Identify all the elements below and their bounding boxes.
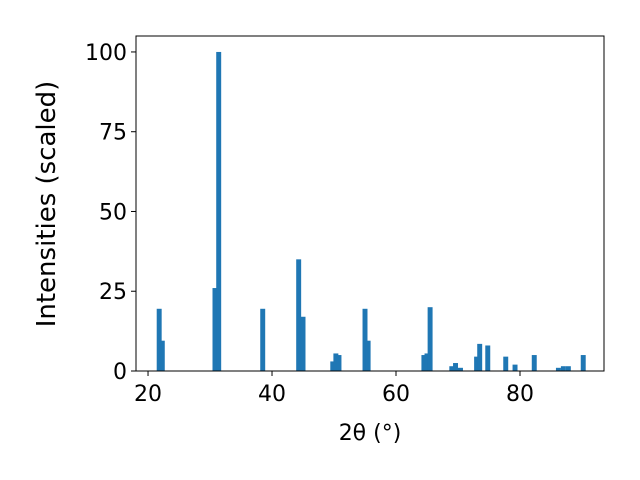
- bar: [555, 367, 561, 371]
- x-tick-label: 80: [506, 382, 534, 407]
- y-tick-label: 75: [99, 121, 127, 146]
- bar: [333, 353, 339, 371]
- bar: [296, 259, 302, 371]
- plot-frame: [135, 35, 605, 372]
- bar: [260, 308, 266, 371]
- bar: [156, 308, 162, 371]
- y-tick-label: 100: [85, 41, 127, 66]
- bar: [531, 355, 537, 371]
- bar: [212, 288, 218, 371]
- bar: [300, 316, 306, 371]
- y-axis-label: Intensities (scaled): [32, 81, 62, 328]
- bar: [449, 366, 455, 371]
- bar: [560, 366, 566, 371]
- bar: [330, 361, 336, 371]
- bar: [424, 353, 430, 371]
- bar: [421, 355, 427, 371]
- bar: [453, 363, 459, 371]
- y-tick-label: 0: [113, 360, 127, 385]
- bar: [336, 355, 342, 371]
- bar: [362, 308, 368, 371]
- x-tick-label: 40: [258, 382, 286, 407]
- bar: [565, 366, 571, 371]
- bar: [216, 51, 222, 371]
- bar: [159, 340, 165, 371]
- x-tick-label: 60: [382, 382, 410, 407]
- x-tick-label: 20: [134, 382, 162, 407]
- bar: [503, 356, 509, 371]
- y-tick-label: 50: [99, 200, 127, 225]
- bar: [365, 340, 371, 371]
- bar: [580, 355, 586, 371]
- bar: [474, 356, 480, 371]
- bar: [427, 307, 433, 371]
- x-axis-label: 2θ (°): [339, 421, 402, 446]
- bar: [485, 345, 491, 371]
- bar: [458, 367, 463, 371]
- y-tick-label: 25: [99, 280, 127, 305]
- bar: [477, 343, 483, 371]
- bar: [512, 364, 518, 371]
